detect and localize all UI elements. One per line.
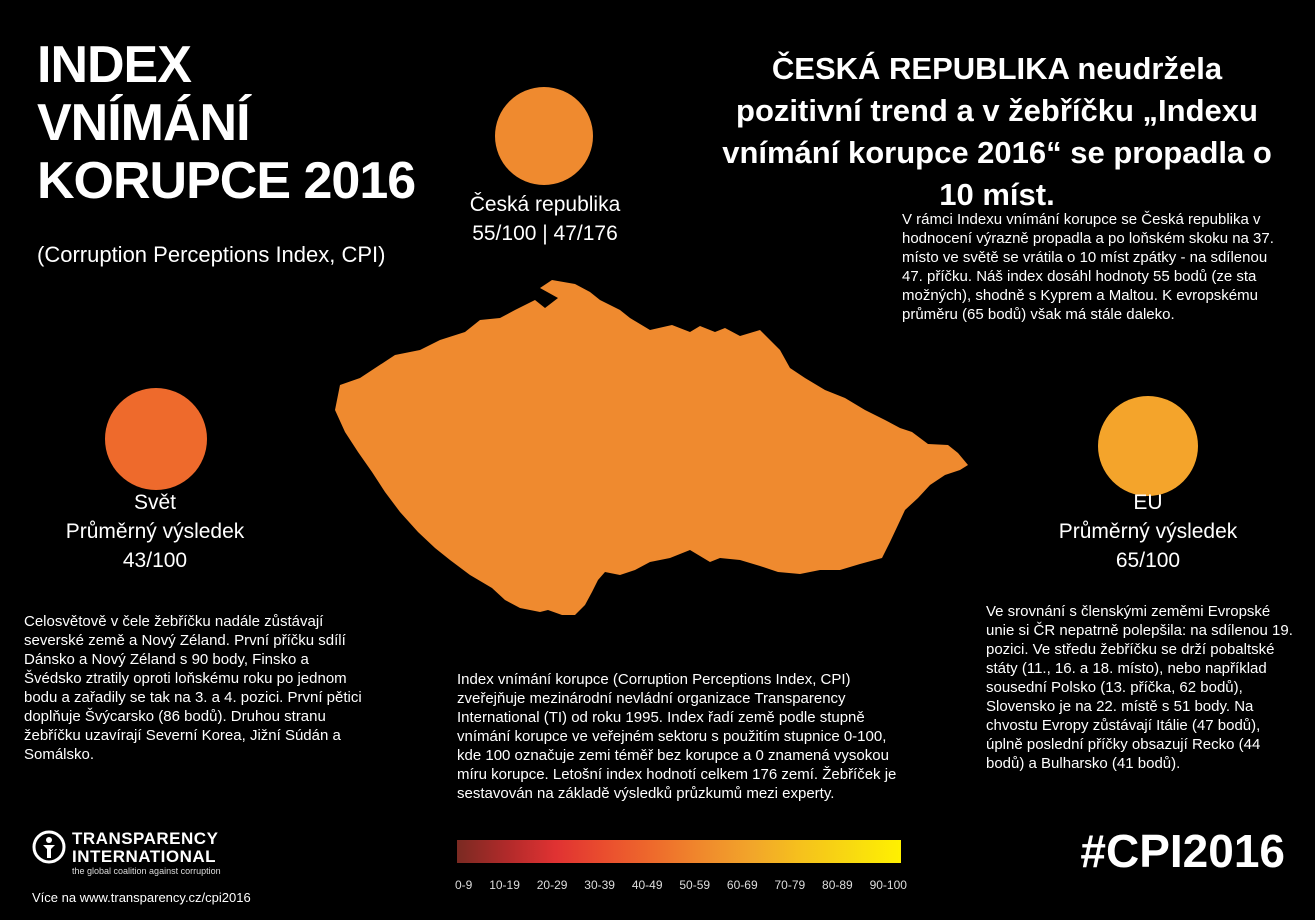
czech-stat: Česká republika 55/100 | 47/176 — [430, 190, 660, 248]
legend-label: 50-59 — [679, 878, 711, 892]
title-line-2: VNÍMÁNÍ — [37, 94, 251, 152]
ti-logo-icon — [32, 830, 66, 864]
czech-stat-name: Česká republika — [469, 193, 621, 216]
eu-stat: EU Průměrný výsledek 65/100 — [1033, 488, 1263, 575]
world-stat-value: 43/100 — [122, 549, 188, 572]
title-line-1: INDEX — [37, 36, 192, 94]
title-line-3: KORUPCE 2016 — [37, 152, 416, 210]
main-title: INDEX VNÍMÁNÍ KORUPCE 2016 — [37, 36, 416, 210]
world-text: Celosvětově v čele žebříčku nadále zůstá… — [24, 613, 362, 763]
legend-label: 0-9 — [455, 878, 473, 892]
eu-circle — [1098, 396, 1198, 496]
legend-labels: 0-9 10-19 20-29 30-39 40-49 50-59 60-69 … — [455, 878, 907, 892]
title-subtitle: (Corruption Perceptions Index, CPI) — [37, 242, 386, 267]
legend-label: 10-19 — [489, 878, 520, 892]
legend-label: 70-79 — [774, 878, 806, 892]
logo-text-line2: INTERNATIONAL — [72, 847, 217, 866]
legend-label: 60-69 — [726, 878, 758, 892]
cpi-description: Index vnímání korupce (Corruption Percep… — [457, 671, 897, 802]
world-stat: Svět Průměrný výsledek 43/100 — [40, 488, 270, 575]
czech-circle — [495, 87, 593, 185]
legend-label: 30-39 — [584, 878, 615, 892]
logo-text-line1: TRANSPARENCY — [72, 829, 219, 848]
headline: ČESKÁ REPUBLIKA neudržela pozitivní tren… — [722, 51, 1272, 212]
eu-stat-label: Průměrný výsledek — [1058, 520, 1238, 543]
czech-stat-value: 55/100 | 47/176 — [472, 222, 618, 245]
world-circle — [105, 388, 207, 490]
hashtag: #CPI2016 — [1080, 825, 1285, 877]
eu-text: Ve srovnání s členskými zeměmi Evropské … — [986, 603, 1293, 772]
eu-stat-value: 65/100 — [1115, 549, 1181, 572]
eu-stat-name: EU — [1133, 491, 1163, 514]
logo-tagline: the global coalition against corruption — [72, 866, 221, 876]
legend-label: 40-49 — [631, 878, 663, 892]
legend-color-scale — [457, 840, 901, 863]
world-stat-label: Průměrný výsledek — [65, 520, 245, 543]
czech-map — [335, 280, 968, 615]
legend-label: 80-89 — [822, 878, 853, 892]
footer-url: Více na www.transparency.cz/cpi2016 — [32, 890, 251, 905]
legend-label: 90-100 — [869, 878, 907, 892]
czech-map-shape — [335, 280, 968, 615]
world-stat-name: Svět — [133, 491, 177, 514]
legend-label: 20-29 — [536, 878, 568, 892]
czech-intro-text: V rámci Indexu vnímání korupce se Česká … — [902, 211, 1274, 323]
